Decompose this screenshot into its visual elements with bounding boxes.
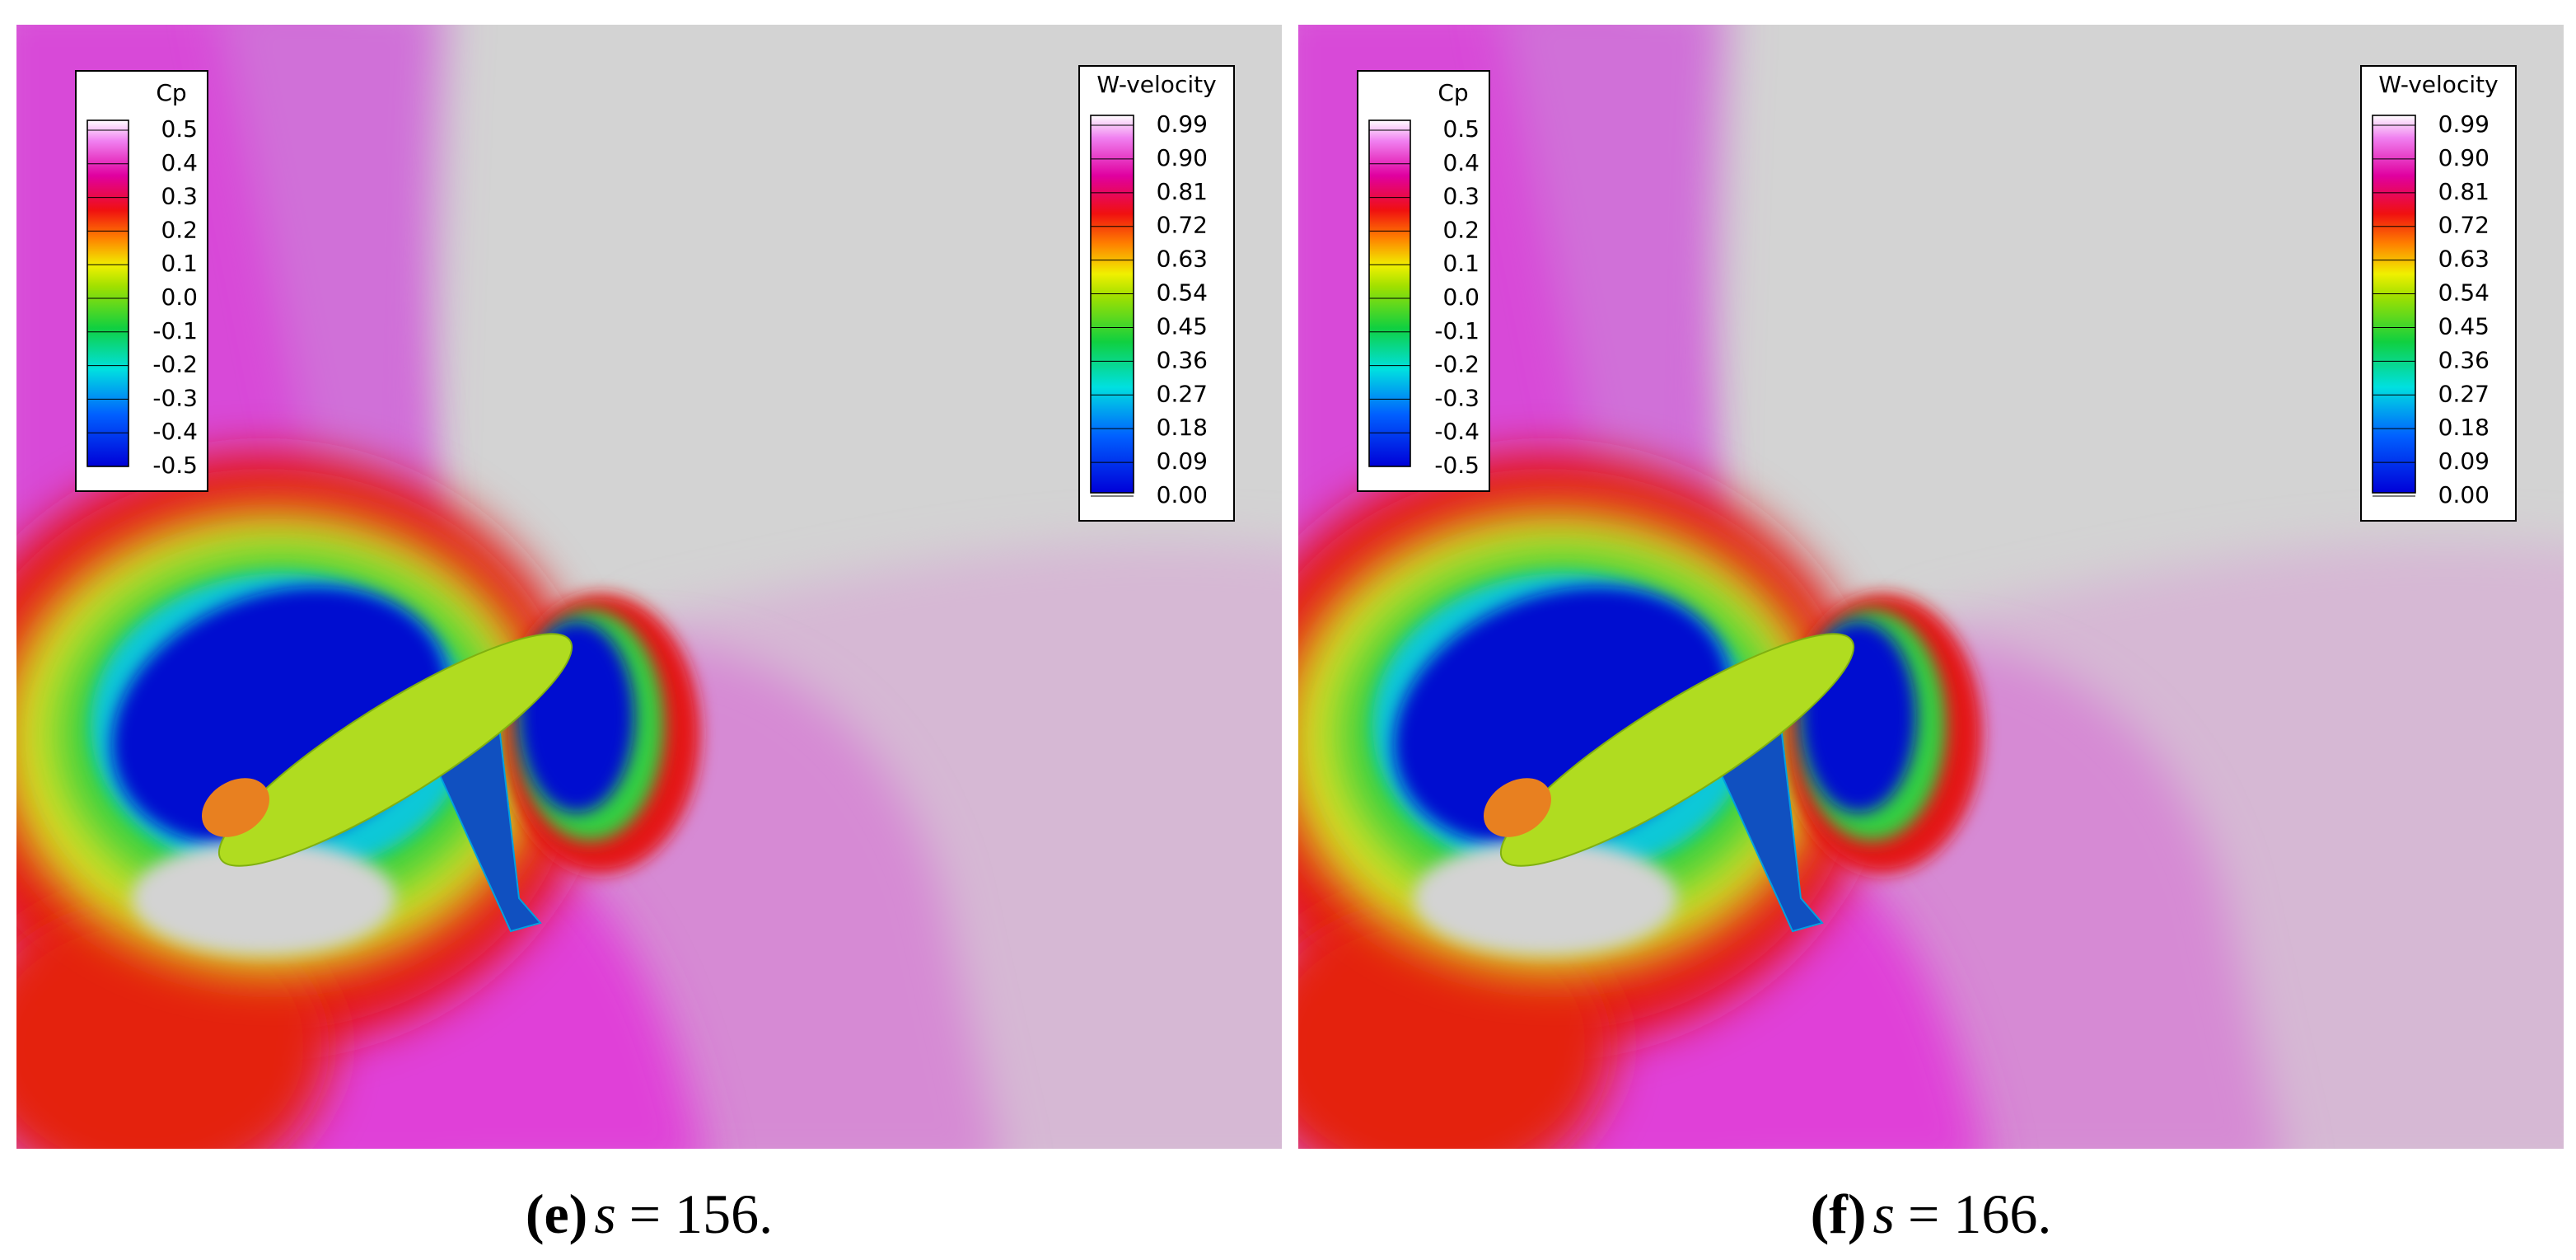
w-legend-label: 0.27 — [1157, 380, 1208, 407]
cp-legend-label: -0.3 — [152, 384, 198, 411]
cp-legend-label: -0.2 — [1434, 351, 1480, 378]
cp-legend-label: -0.5 — [152, 452, 198, 479]
w-colorbar — [1090, 115, 1134, 494]
w-legend-label: 0.54 — [1157, 279, 1208, 307]
caption-label: (f) — [1811, 1183, 1867, 1245]
cp-legend-label: -0.1 — [152, 317, 198, 344]
w-legend-label: 0.63 — [2438, 246, 2490, 273]
cp-legend-label: -0.1 — [1434, 317, 1480, 344]
cp-legend-label: 0.4 — [1442, 149, 1480, 176]
gray-pocket — [132, 841, 395, 956]
gray-pocket — [1414, 841, 1677, 956]
w-legend-label: 0.54 — [2438, 279, 2490, 307]
caption: (f) s = 166. — [1811, 1183, 2052, 1245]
cp-legend-label: -0.5 — [1434, 452, 1480, 479]
panel: Cp 0.5 0.4 0.3 0.2 0.1 0.0 -0.1 -0.2 -0.3 -0.4 -0.5… — [1298, 25, 2564, 1245]
cp-legend-label: -0.3 — [1434, 384, 1480, 411]
w-legend-label: 0.00 — [1157, 481, 1208, 508]
w-legend-label: 0.81 — [1157, 178, 1208, 205]
w-legend-title: W-velocity — [2378, 71, 2498, 98]
cp-legend-title: Cp — [1438, 79, 1468, 106]
cp-legend-label: 0.5 — [161, 115, 198, 143]
cp-legend-label: 0.0 — [1442, 283, 1480, 311]
w-legend-label: 0.72 — [2438, 212, 2490, 239]
w-legend-label: 0.99 — [1157, 110, 1208, 138]
panel: Cp 0.5 0.4 0.3 0.2 0.1 0.0 -0.1 -0.2 -0.3 -0.4 -0.5… — [16, 25, 1282, 1245]
w-legend-label: 0.81 — [2438, 178, 2490, 205]
w-legend-label: 0.72 — [1157, 212, 1208, 239]
cp-legend-label: 0.0 — [161, 283, 198, 311]
w-legend-label: 0.36 — [2438, 346, 2490, 373]
body — [1499, 633, 1855, 867]
cp-legend-label: 0.3 — [1442, 183, 1480, 210]
cp-legend-label: -0.4 — [1434, 418, 1480, 445]
cp-colorbar — [86, 119, 129, 467]
caption-relation: = 166. — [1908, 1183, 2051, 1245]
w-legend-title: W-velocity — [1096, 71, 1216, 98]
cp-legend-label: -0.4 — [152, 418, 198, 445]
w-legend-label: 0.09 — [2438, 447, 2490, 475]
w-legend-label: 0.36 — [1157, 346, 1208, 373]
cp-legend-label: 0.4 — [161, 149, 198, 176]
flow-field — [1298, 25, 2564, 1149]
flow-field — [16, 25, 1282, 1149]
w-legend-label: 0.00 — [2438, 481, 2490, 508]
w-legend-label: 0.18 — [2438, 414, 2490, 441]
w-legend-label: 0.90 — [2438, 144, 2490, 171]
cp-legend-label: 0.5 — [1442, 115, 1480, 143]
cp-legend-label: -0.2 — [152, 351, 198, 378]
cp-legend-label: 0.3 — [161, 183, 198, 210]
caption: (e) s = 156. — [526, 1183, 773, 1245]
w-legend-label: 0.63 — [1157, 246, 1208, 273]
caption-label: (e) — [526, 1183, 587, 1245]
w-legend-label: 0.90 — [1157, 144, 1208, 171]
w-legend-label: 0.99 — [2438, 110, 2490, 138]
cp-colorbar — [1368, 119, 1411, 467]
w-legend-label: 0.18 — [1157, 414, 1208, 441]
caption-variable: s — [1873, 1183, 1895, 1245]
w-colorbar — [2372, 115, 2416, 494]
body — [217, 633, 573, 867]
caption-variable: s — [594, 1183, 615, 1245]
body-nose — [1484, 778, 1551, 837]
cp-legend-label: 0.2 — [161, 216, 198, 243]
caption-relation: = 156. — [629, 1183, 773, 1245]
cp-legend-label: 0.1 — [1442, 250, 1480, 277]
w-legend-label: 0.45 — [2438, 312, 2490, 340]
cp-legend-label: 0.1 — [161, 250, 198, 277]
cp-legend-title: Cp — [156, 79, 186, 106]
body-nose — [202, 778, 269, 837]
w-legend-label: 0.27 — [2438, 380, 2490, 407]
w-legend-label: 0.09 — [1157, 447, 1208, 475]
cp-legend-label: 0.2 — [1442, 216, 1480, 243]
w-legend-label: 0.45 — [1157, 312, 1208, 340]
